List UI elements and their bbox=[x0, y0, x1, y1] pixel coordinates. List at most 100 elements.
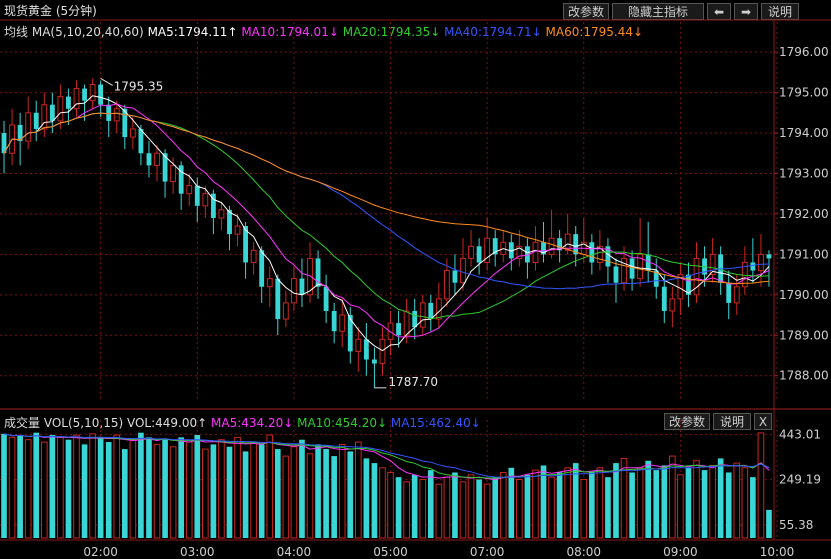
volume-bar bbox=[741, 467, 749, 539]
candle-body bbox=[557, 238, 563, 251]
volume-bar bbox=[556, 472, 563, 538]
volume-bar bbox=[499, 471, 507, 539]
candle-body bbox=[227, 209, 232, 235]
candle-body bbox=[750, 262, 756, 271]
volume-bar bbox=[178, 437, 184, 538]
volume-bar bbox=[338, 443, 346, 539]
candle-body bbox=[758, 253, 764, 272]
price-tick-label: 1796.00 bbox=[779, 45, 829, 59]
volume-bar bbox=[1, 433, 7, 538]
volume-bar bbox=[564, 467, 571, 539]
volume-bar bbox=[65, 439, 72, 538]
candle-body bbox=[113, 108, 120, 122]
candle-body bbox=[379, 338, 386, 365]
candle-body bbox=[25, 112, 32, 142]
candle-body bbox=[766, 254, 772, 259]
vol-params-button[interactable]: 改参数 bbox=[664, 413, 710, 430]
volume-bar bbox=[459, 481, 467, 539]
candle-body bbox=[33, 112, 39, 129]
candle-body bbox=[315, 258, 321, 287]
volume-bar bbox=[572, 463, 579, 538]
candle-body bbox=[98, 84, 104, 105]
candle-body bbox=[548, 237, 555, 255]
volume-bar bbox=[234, 436, 241, 539]
candle-body bbox=[741, 261, 748, 288]
title: 现货黄金 (5分钟) bbox=[4, 4, 97, 18]
volume-bar bbox=[218, 439, 225, 539]
candle-body bbox=[372, 359, 377, 364]
candle-body bbox=[347, 315, 353, 352]
volume-bar bbox=[709, 464, 716, 539]
candle-body bbox=[323, 286, 329, 311]
candle-body bbox=[282, 302, 289, 320]
vol-label: 成交量 bbox=[4, 416, 41, 430]
ma10-line bbox=[3, 103, 770, 338]
ma60-value: MA60:1795.44↓ bbox=[545, 25, 644, 39]
ma40-value: MA40:1794.71↓ bbox=[444, 25, 542, 39]
volume-bar bbox=[620, 457, 628, 539]
volume-bar bbox=[153, 443, 161, 539]
time-tick-label: 02:00 bbox=[83, 545, 118, 559]
volume-bar bbox=[146, 437, 152, 538]
time-tick-label: 10:00 bbox=[760, 545, 795, 559]
candle-body bbox=[210, 193, 216, 218]
candle-body bbox=[299, 278, 305, 295]
volume-bar bbox=[653, 470, 660, 538]
candle-body bbox=[573, 234, 579, 255]
price-tick-label: 1794.00 bbox=[779, 126, 829, 140]
price-tick-label: 1791.00 bbox=[779, 247, 829, 261]
candle-body bbox=[154, 152, 160, 166]
candle-body bbox=[331, 310, 337, 332]
candle-body bbox=[186, 185, 193, 195]
candle-body bbox=[234, 225, 241, 235]
vol-ma15-line bbox=[3, 433, 770, 478]
vol-ma5-value: MA5:434.20↓ bbox=[211, 416, 294, 430]
ma20-value: MA20:1794.35↓ bbox=[342, 25, 441, 39]
volume-bar bbox=[33, 432, 40, 538]
volume-bar bbox=[306, 453, 314, 539]
volume-bar bbox=[323, 449, 329, 538]
price-tick-label: 1793.00 bbox=[779, 166, 829, 180]
volume-bar bbox=[435, 483, 443, 539]
time-tick-label: 09:00 bbox=[663, 545, 698, 559]
volume-bar bbox=[645, 460, 652, 538]
candle-body bbox=[435, 298, 442, 320]
candle-body bbox=[387, 322, 394, 340]
volume-bar bbox=[605, 477, 611, 538]
volume-bar bbox=[540, 465, 547, 538]
params-button[interactable]: 改参数 bbox=[563, 3, 609, 20]
high-annotation: 1795.35 bbox=[114, 79, 164, 93]
candle-body bbox=[589, 242, 595, 263]
price-tick-label: 1795.00 bbox=[779, 86, 829, 100]
volume-bar bbox=[725, 472, 732, 538]
ma10-value: MA10:1794.01↓ bbox=[241, 25, 339, 39]
volume-bar bbox=[274, 449, 281, 538]
candle-body bbox=[669, 298, 676, 312]
price-tick-label: 1790.00 bbox=[779, 288, 829, 302]
candle-body bbox=[194, 185, 200, 206]
candle-body bbox=[363, 339, 369, 360]
vol-ma15-value: MA15:462.40↓ bbox=[390, 416, 481, 430]
vol-ma5-line bbox=[3, 433, 770, 481]
vol-help-button[interactable]: 说明 bbox=[713, 413, 751, 430]
candle-body bbox=[218, 209, 225, 219]
volume-bar bbox=[476, 479, 482, 538]
volume-bar bbox=[580, 478, 588, 539]
candle-body bbox=[290, 278, 297, 304]
candle-body bbox=[476, 246, 482, 263]
volume-bar bbox=[403, 481, 410, 539]
candle-body bbox=[508, 242, 514, 259]
volume-bar bbox=[210, 444, 217, 538]
price-tick-label: 1792.00 bbox=[779, 207, 829, 221]
candle-body bbox=[733, 286, 740, 304]
volume-bar bbox=[129, 439, 137, 539]
volume-tick-label: 249.19 bbox=[779, 473, 821, 487]
volume-bar bbox=[636, 467, 644, 539]
volume-bar bbox=[411, 474, 418, 538]
ma5-value: MA5:1794.11↑ bbox=[147, 25, 238, 39]
candle-body bbox=[621, 257, 627, 284]
volume-bar bbox=[685, 467, 692, 538]
volume-bar bbox=[73, 434, 80, 539]
volume-bar bbox=[89, 433, 96, 539]
close-icon[interactable]: X bbox=[754, 413, 772, 430]
